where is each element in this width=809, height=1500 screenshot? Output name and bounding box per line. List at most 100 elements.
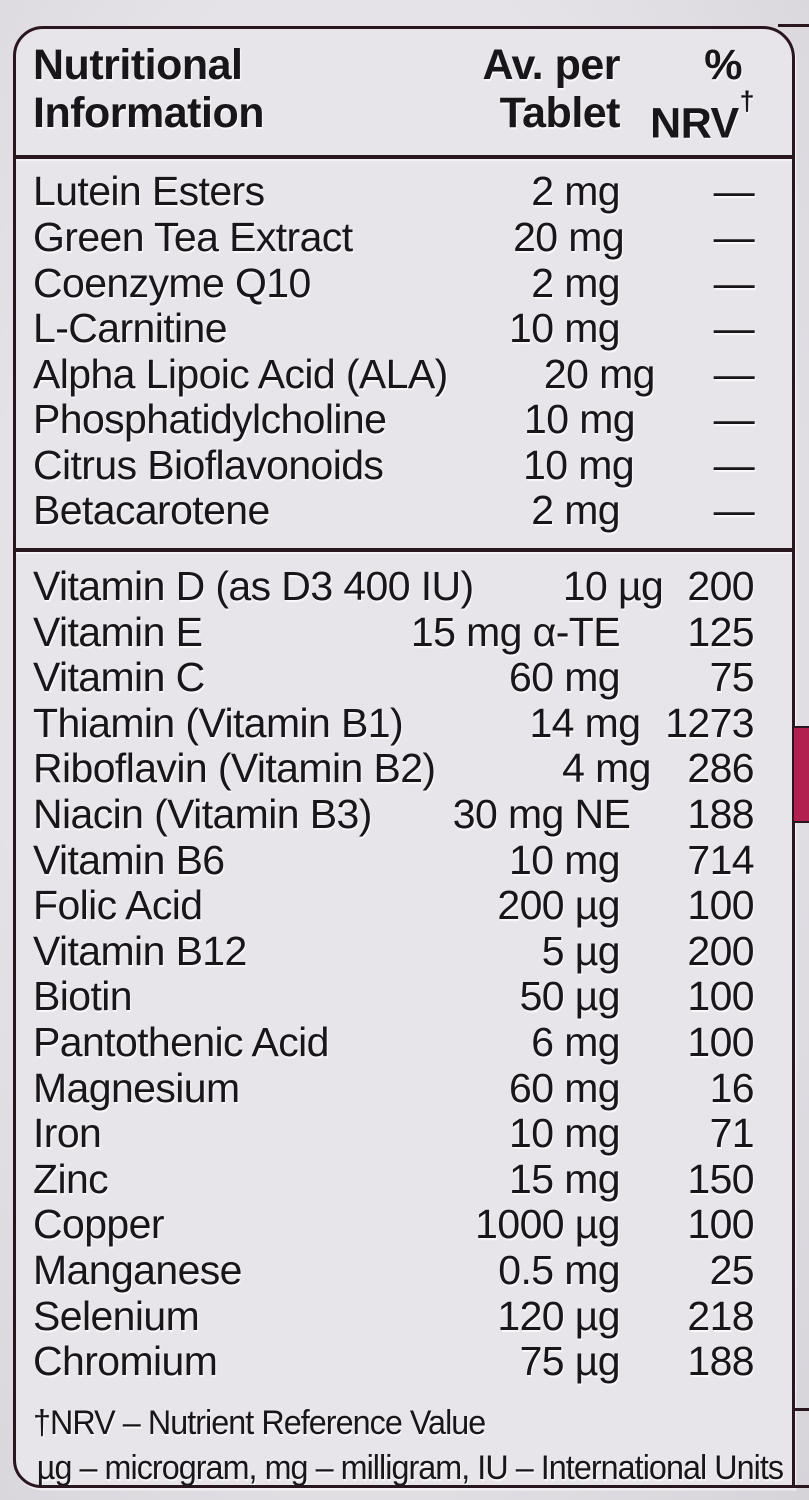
nutrient-name: L-Carnitine <box>33 305 228 352</box>
table-row: Magnesium 60 mg 16 <box>33 1064 755 1112</box>
table-row: Niacin (Vitamin B3) 30 mg NE 188 <box>33 791 755 838</box>
header-percent-nrv: % NRV† <box>620 41 754 147</box>
nutrient-nrv-value: 200 <box>687 927 754 974</box>
nutrient-nrv-value: — <box>713 350 755 397</box>
header-col1-line1: Nutritional <box>33 41 243 89</box>
section-botanicals-and-actives: Lutein Esters 2 mg — Green Tea Extract 2… <box>33 159 755 534</box>
nutrient-name: Phosphatidylcholine <box>33 396 387 443</box>
table-row: Phosphatidylcholine 10 mg — <box>33 396 755 443</box>
nutrient-nrv-value: 150 <box>687 1155 754 1202</box>
nutrient-amount: 0.5 mg <box>498 1246 620 1293</box>
nutrient-nrv-value: 1273 <box>665 699 754 746</box>
nutrient-nrv-value: 218 <box>687 1292 754 1339</box>
header-nutritional-information: Nutritional Information <box>33 41 340 147</box>
table-row: Chromium 75 µg 188 <box>33 1338 755 1385</box>
nutrient-name: Chromium <box>33 1338 218 1385</box>
package-edge-line-mid <box>792 1408 809 1411</box>
nutrient-amount: 20 mg <box>513 213 625 260</box>
nutrient-nrv-value: — <box>713 441 755 488</box>
table-header: Nutritional Information Av. per Tablet %… <box>33 41 755 147</box>
nutrient-amount: 75 µg <box>519 1338 621 1385</box>
nutrient-amount: 10 mg <box>524 396 636 443</box>
header-col3-line1: % <box>704 41 742 89</box>
nutrient-nrv-value: — <box>713 168 755 215</box>
header-col1-line2: Information <box>33 89 264 137</box>
table-row: Copper 1000 µg 100 <box>33 1201 755 1248</box>
footnotes: †NRV – Nutrient Reference Value µg – mic… <box>33 1401 784 1485</box>
nutrient-nrv-value: 188 <box>687 1338 754 1385</box>
nutrient-amount: 15 mg <box>509 1155 621 1202</box>
nutrient-amount: 30 mg NE <box>452 791 631 838</box>
nutrient-nrv-value: 100 <box>687 882 754 929</box>
nutrient-name: Folic Acid <box>33 882 203 929</box>
nutrient-nrv-value: 75 <box>709 654 755 701</box>
nutrient-nrv-value: 286 <box>687 745 754 792</box>
package-edge-line-bottom <box>778 1485 809 1488</box>
nutrient-nrv-value: 200 <box>687 563 754 610</box>
nutrient-name: Betacarotene <box>33 487 270 534</box>
nutrient-amount: 50 µg <box>519 973 621 1020</box>
nutrient-nrv-value: 100 <box>687 973 754 1020</box>
nutrient-name: Citrus Bioflavonoids <box>33 441 384 488</box>
nutrient-name: Magnesium <box>33 1064 240 1111</box>
header-col2-line2: Tablet <box>499 89 621 137</box>
table-row: Zinc 15 mg 150 <box>33 1155 755 1203</box>
nutrient-amount: 60 mg <box>509 654 621 701</box>
nutrient-nrv-value: — <box>713 305 755 352</box>
nutrient-amount: 10 mg <box>509 305 621 352</box>
table-row: Thiamin (Vitamin B1) 14 mg 1273 <box>33 699 755 747</box>
nutrient-name: Coenzyme Q10 <box>33 259 311 306</box>
nutrient-name: Vitamin B6 <box>33 836 225 883</box>
table-row: Folic Acid 200 µg 100 <box>33 882 755 929</box>
nutrient-amount: 200 µg <box>497 882 620 929</box>
nutrient-amount: 2 mg <box>531 487 620 534</box>
table-row: Lutein Esters 2 mg — <box>33 168 755 215</box>
nutrient-nrv-value: 16 <box>709 1064 755 1111</box>
nutrient-amount: 10 mg <box>509 836 621 883</box>
package-edge-line-top <box>778 24 809 27</box>
nutrient-name: Pantothenic Acid <box>33 1019 329 1066</box>
nutrient-name: Biotin <box>33 973 133 1020</box>
nutrient-amount: 5 µg <box>541 927 621 974</box>
package-accent-stripe <box>793 726 809 823</box>
section-divider <box>16 548 792 553</box>
nutrient-name: Vitamin B12 <box>33 927 247 974</box>
nutrient-nrv-value: — <box>713 259 755 306</box>
nutrient-amount: 4 mg <box>562 745 651 792</box>
nutrient-nrv-value: 100 <box>687 1201 754 1248</box>
header-col2-line1: Av. per <box>482 41 621 89</box>
table-row: Vitamin B6 10 mg 714 <box>33 836 755 884</box>
nutrient-nrv-value: — <box>713 396 755 443</box>
table-row: Iron 10 mg 71 <box>33 1110 755 1157</box>
table-row: Alpha Lipoic Acid (ALA) 20 mg — <box>33 350 755 398</box>
nutrition-table-panel: Nutritional Information Av. per Tablet %… <box>13 26 795 1488</box>
nutrient-amount: 10 mg <box>523 441 635 488</box>
nutrient-amount: 6 mg <box>531 1019 620 1066</box>
nutrient-amount: 14 mg <box>529 699 641 746</box>
table-row: Vitamin C 60 mg 75 <box>33 654 755 701</box>
nutrient-amount: 60 mg <box>509 1064 621 1111</box>
nutrient-name: Vitamin C <box>33 654 205 701</box>
nutrient-amount: 2 mg <box>531 168 620 215</box>
nutrient-nrv-value: 25 <box>709 1246 755 1293</box>
nutrient-name: Niacin (Vitamin B3) <box>33 791 372 838</box>
table-row: Pantothenic Acid 6 mg 100 <box>33 1019 755 1066</box>
nutrient-amount: 10 µg <box>562 563 664 610</box>
nutrient-name: Vitamin E <box>33 608 203 655</box>
table-row: Manganese 0.5 mg 25 <box>33 1246 755 1294</box>
nutrient-amount: 120 µg <box>497 1292 620 1339</box>
nutrient-name: Green Tea Extract <box>33 213 353 260</box>
header-av-per-tablet: Av. per Tablet <box>340 41 621 147</box>
nutrient-name: Iron <box>33 1110 102 1157</box>
nutrient-name: Alpha Lipoic Acid (ALA) <box>33 350 448 397</box>
nutrient-nrv-value: — <box>713 213 755 260</box>
table-row: Green Tea Extract 20 mg — <box>33 213 755 261</box>
header-nrv-text: NRV <box>650 99 739 148</box>
table-row: Betacarotene 2 mg — <box>33 487 755 534</box>
nutrient-name: Selenium <box>33 1292 200 1339</box>
nutrient-amount: 20 mg <box>543 350 656 397</box>
nutrient-nrv-value: — <box>713 487 755 534</box>
table-row: L-Carnitine 10 mg — <box>33 305 755 352</box>
nutrient-amount: 15 mg α-TE <box>410 608 621 655</box>
